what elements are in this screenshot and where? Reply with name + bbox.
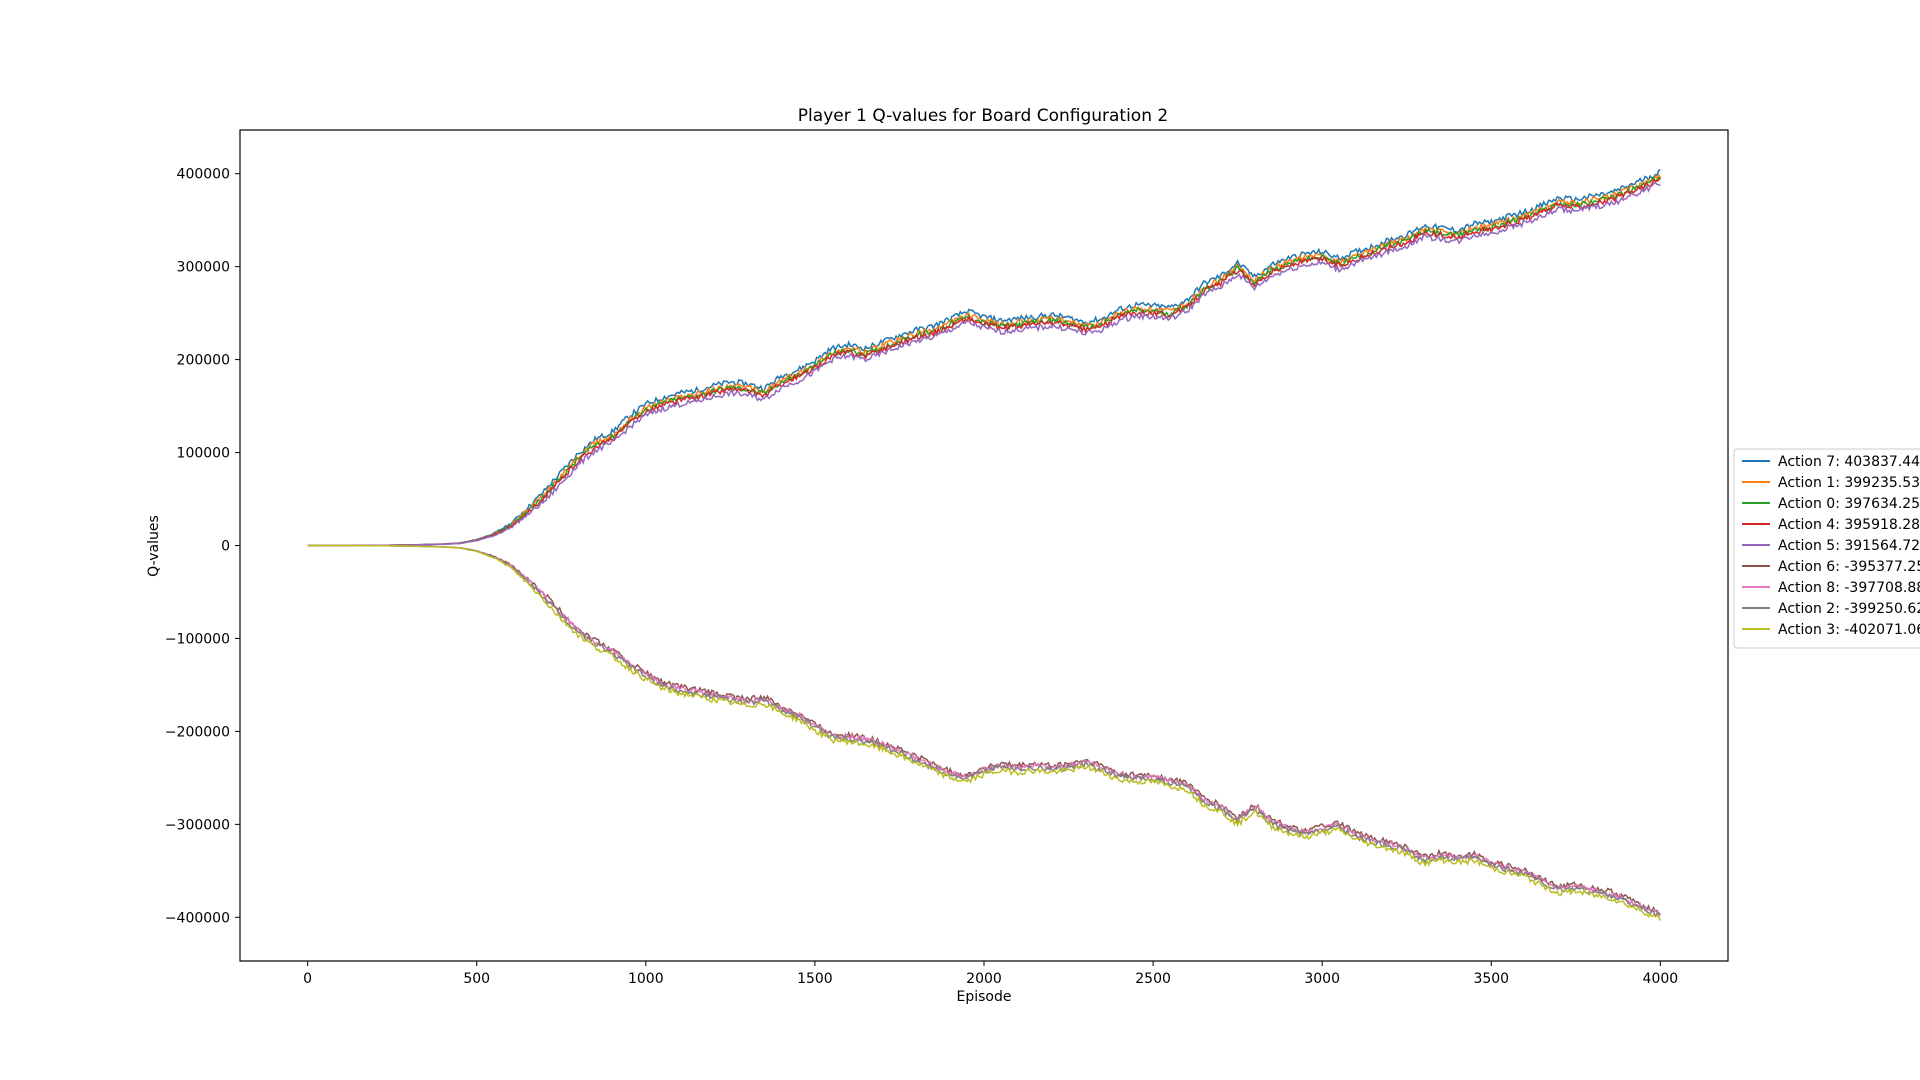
x-axis-label: Episode [957,989,1012,1005]
x-tick-label: 3500 [1473,971,1509,987]
x-tick-label: 3000 [1304,971,1340,987]
series-line [307,544,1662,921]
legend-label: Action 6: -395377.25 [1778,559,1920,575]
y-tick-label: −200000 [165,724,230,740]
legend-label: Action 0: 397634.25 [1778,496,1920,512]
x-tick-label: 500 [463,971,490,987]
axes-frame [239,129,1729,962]
y-tick-label: 100000 [177,446,230,462]
legend-label: Action 7: 403837.44 [1778,454,1920,470]
legend-label: Action 4: 395918.28 [1778,517,1920,533]
legend: Action 7: 403837.44 Action 1: 399235.53 Ac… [1733,448,1920,649]
legend-label: Action 8: -397708.88 [1778,580,1920,596]
y-axis-ticks: 400000 300000 200000 100000 0 −100000 −200000 −… [165,167,240,926]
y-tick-label: 300000 [177,260,230,276]
legend-label: Action 2: -399250.62 [1778,601,1920,617]
y-tick-label: −100000 [165,631,230,647]
x-tick-label: 4000 [1643,971,1679,987]
x-axis-ticks: 0 500 1000 1500 2000 2500 3000 3500 4000 [303,961,1678,987]
y-axis-label: Q-values [146,515,162,577]
legend-box [1733,448,1920,649]
legend-label: Action 5: 391564.72 [1778,538,1920,554]
y-tick-label: 0 [221,539,230,555]
legend-label: Action 1: 399235.53 [1778,475,1920,491]
y-tick-label: 200000 [177,353,230,369]
x-tick-label: 0 [303,971,312,987]
y-tick-label: −400000 [165,910,230,926]
y-tick-label: 400000 [177,167,230,183]
chart-title: Player 1 Q-values for Board Configuratio… [798,106,1168,126]
plot-area [307,169,1662,921]
x-tick-label: 2500 [1135,971,1171,987]
series-line [307,181,1661,547]
x-tick-label: 1000 [628,971,664,987]
y-tick-label: −300000 [165,817,230,833]
x-tick-label: 1500 [797,971,833,987]
legend-label: Action 3: -402071.06 [1778,622,1920,638]
x-tick-label: 2000 [966,971,1002,987]
